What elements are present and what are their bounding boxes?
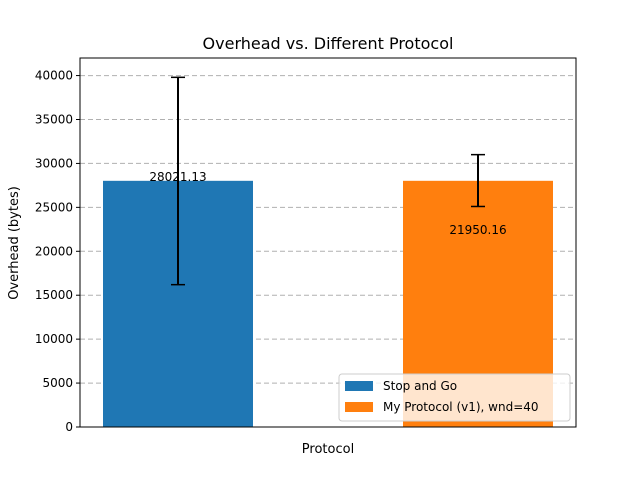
y-tick-label: 5000 xyxy=(42,376,73,390)
y-axis-label: Overhead (bytes) xyxy=(7,186,22,300)
x-axis-label: Protocol xyxy=(302,442,354,457)
legend-label-2: My Protocol (v1), wnd=40 xyxy=(383,400,539,414)
legend-swatch-2 xyxy=(345,402,373,412)
bar-value-label-2: 21950.16 xyxy=(449,223,506,237)
axes-frame xyxy=(79,57,577,428)
legend-swatch-1 xyxy=(345,381,373,391)
bar-value-label-1: 28021.13 xyxy=(149,170,206,184)
y-tick-label: 35000 xyxy=(35,113,73,127)
legend-box xyxy=(338,373,571,422)
y-tick-label: 0 xyxy=(65,420,73,434)
y-tick-label: 15000 xyxy=(35,288,73,302)
y-tick-label: 25000 xyxy=(35,200,73,214)
y-tick-label: 20000 xyxy=(35,244,73,258)
y-tick-label: 40000 xyxy=(35,69,73,83)
chart-title: Overhead vs. Different Protocol xyxy=(203,34,454,53)
y-tick-label: 30000 xyxy=(35,156,73,170)
legend: Stop and Go My Protocol (v1), wnd=40 xyxy=(338,373,571,422)
y-tick-label: 10000 xyxy=(35,332,73,346)
legend-label-1: Stop and Go xyxy=(383,379,457,393)
